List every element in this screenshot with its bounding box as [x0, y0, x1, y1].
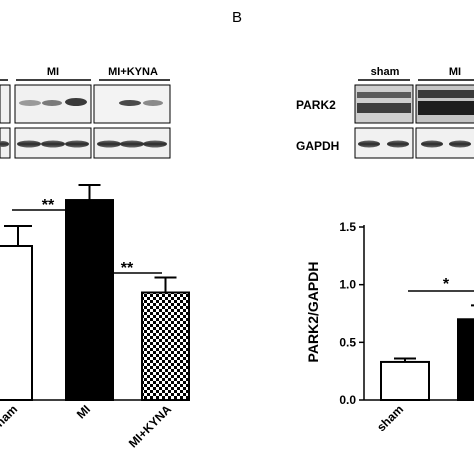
y-tick-label: 1.0 [339, 278, 356, 292]
bar-sham [380, 360, 430, 402]
band [19, 100, 41, 106]
right-blot-row-label-park2: PARK2 [296, 98, 336, 112]
left-blot-group-mi: MI [47, 66, 59, 78]
right-blot: sham MI PARK2 GAPDH [296, 66, 474, 159]
band [143, 140, 167, 148]
band [357, 92, 411, 98]
right-blot-group-sham: sham [371, 66, 400, 78]
left-chart-x-tick-0: sham [0, 402, 20, 434]
band [143, 100, 163, 106]
band [449, 140, 471, 148]
bar-mi [65, 199, 114, 401]
y-tick-label: 0.5 [339, 335, 356, 349]
bar-mi-kyna [141, 291, 190, 401]
left-blot: MI MI+KYNA [0, 66, 171, 159]
band [0, 141, 9, 147]
band [65, 140, 89, 148]
left-bar-chart: sham MI MI+KYNA ** ** [0, 184, 190, 451]
right-bar-chart: 0.0 0.5 1.0 1.5 PARK2/GAPDH sham * [305, 220, 474, 434]
left-blot-group-mi-kyna: MI+KYNA [108, 66, 158, 78]
band [357, 103, 411, 113]
left-sig-label-2: ** [121, 260, 134, 277]
band [41, 140, 65, 148]
right-chart-y-axis-title: PARK2/GAPDH [305, 262, 321, 363]
band [97, 140, 121, 148]
left-sig-label-1: ** [42, 197, 55, 214]
bar-sham [0, 245, 33, 401]
left-chart-x-tick-1: MI [74, 402, 93, 421]
right-blot-row-label-gapdh: GAPDH [296, 139, 339, 153]
band [17, 140, 41, 148]
band [65, 98, 87, 106]
band [418, 101, 474, 115]
band [387, 140, 409, 148]
left-blot-row1-box-1 [0, 84, 11, 124]
band [421, 140, 443, 148]
band [119, 100, 141, 106]
band [42, 100, 62, 106]
y-tick-label: 0.0 [339, 393, 356, 407]
band [120, 140, 144, 148]
band [358, 140, 380, 148]
band [418, 90, 474, 98]
y-tick-label: 1.5 [339, 220, 356, 234]
left-chart-x-tick-2: MI+KYNA [126, 402, 175, 451]
right-chart-x-tick-0: sham [374, 402, 406, 434]
panel-b-letter: B [232, 9, 242, 26]
bar-mi [457, 318, 474, 401]
right-sig-label-1: * [443, 276, 450, 293]
right-blot-group-mi: MI [449, 66, 461, 78]
